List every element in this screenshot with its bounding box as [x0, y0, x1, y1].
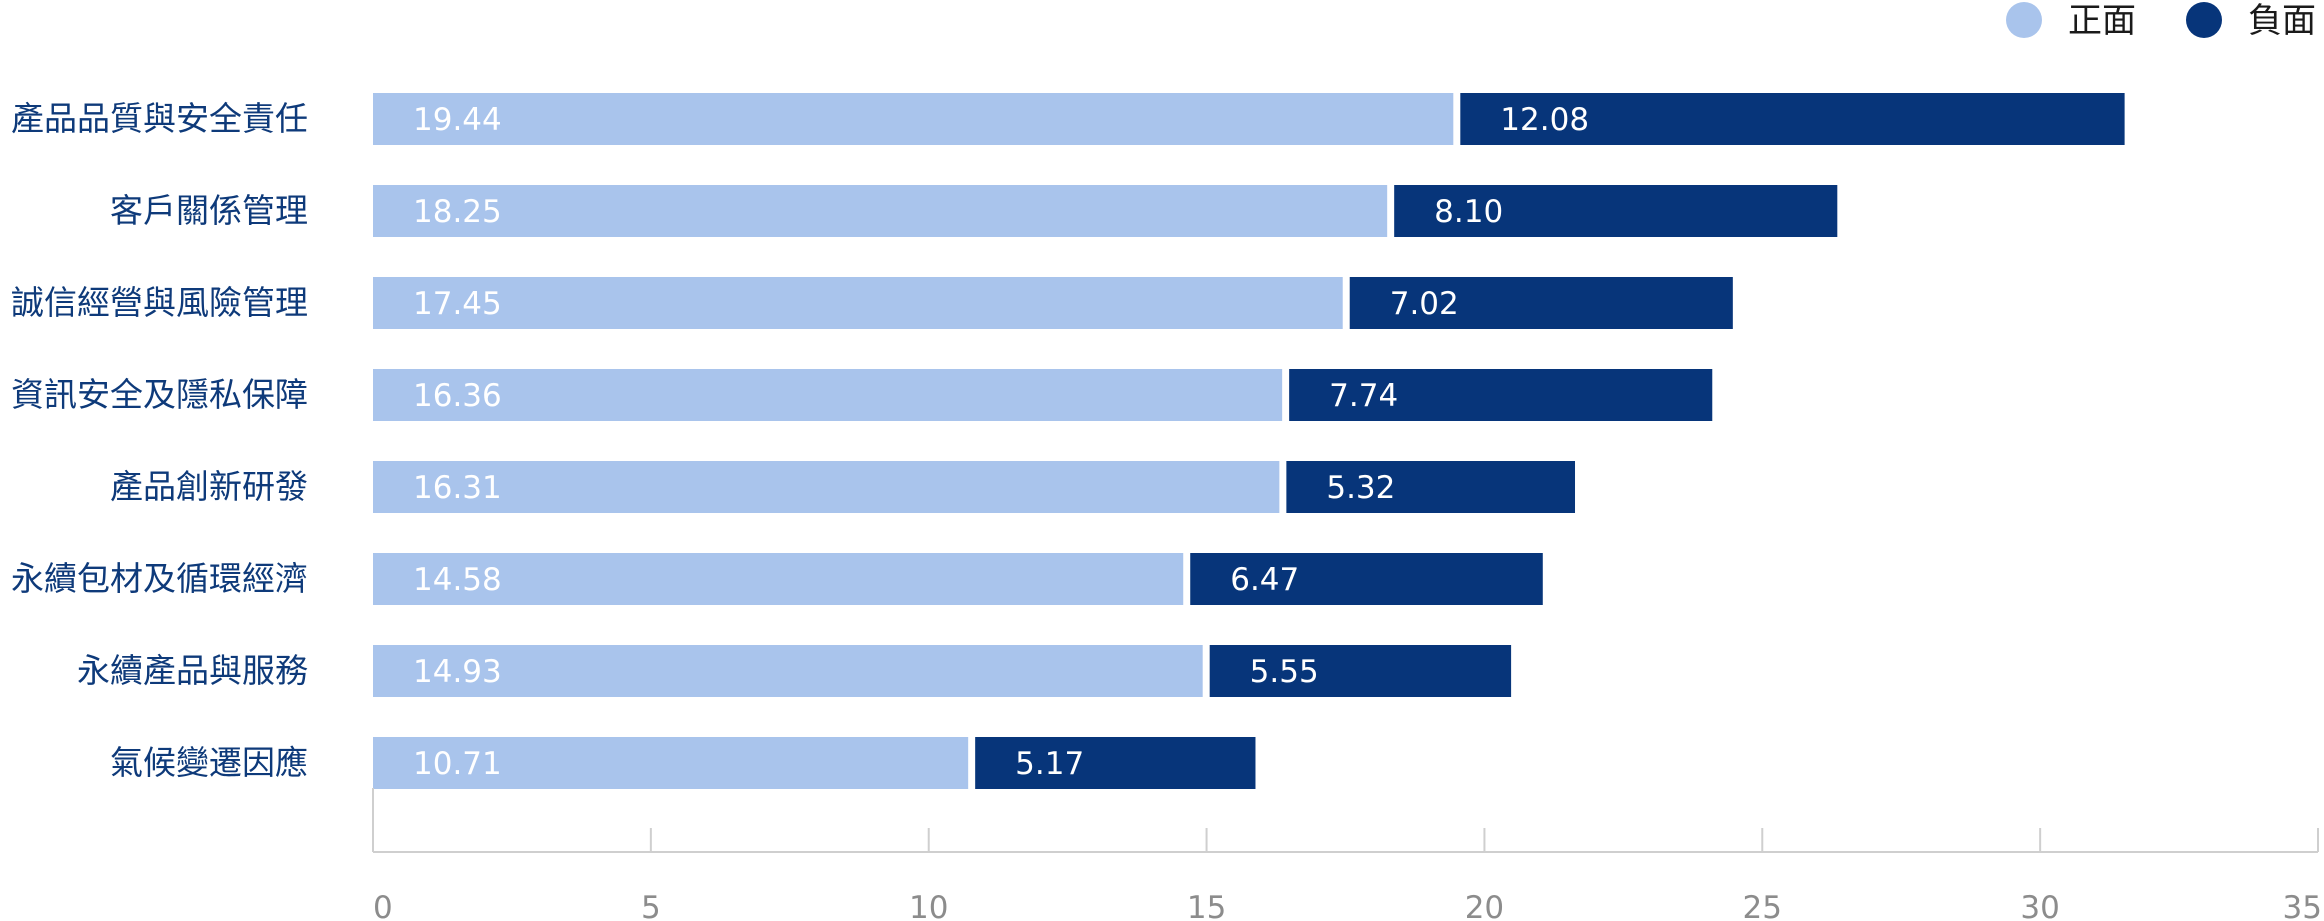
category-label: 永續產品與服務: [77, 651, 308, 690]
bar-positive: [373, 645, 1203, 697]
bar-positive-value-label: 19.44: [413, 102, 502, 138]
bar-negative-value-label: 7.74: [1329, 378, 1398, 414]
bar-positive-value-label: 17.45: [413, 286, 502, 322]
bar-negative: [1209, 645, 1512, 697]
category-label: 氣候變遷因應: [110, 743, 308, 782]
x-tick-label: 10: [909, 890, 948, 921]
legend-label: 負面: [2248, 1, 2316, 41]
category-label: 客戶關係管理: [110, 191, 308, 230]
bar-negative-value-label: 6.47: [1230, 562, 1299, 598]
bar-negative: [1460, 93, 2125, 145]
category-label: 誠信經營與風險管理: [11, 283, 308, 322]
bar-negative: [1190, 553, 1543, 605]
legend-swatch: [2006, 2, 2042, 38]
bar-negative-value-label: 5.32: [1326, 470, 1395, 506]
bar-positive-value-label: 10.71: [413, 746, 502, 782]
bar-positive-value-label: 16.31: [413, 470, 502, 506]
bar-positive: [373, 461, 1280, 513]
x-tick-label: 5: [641, 890, 661, 921]
bar-positive-value-label: 14.58: [413, 562, 502, 598]
bar-negative: [975, 737, 1256, 789]
category-label: 資訊安全及隱私保障: [11, 375, 308, 414]
bar-negative: [1349, 277, 1733, 329]
legend-label: 正面: [2068, 1, 2136, 41]
bar-negative-value-label: 5.17: [1015, 746, 1084, 782]
bar-positive-value-label: 16.36: [413, 378, 502, 414]
bar-positive-value-label: 14.93: [413, 654, 502, 690]
x-tick-label: 0: [373, 890, 393, 921]
bar-positive-value-label: 18.25: [413, 194, 502, 230]
bar-negative-value-label: 8.10: [1434, 194, 1503, 230]
bars-group: 19.44 12.08 18.25 8.10 17.45 7.02 16.36 7.74 16.…: [373, 93, 2125, 789]
category-labels: 產品品質與安全責任客戶關係管理誠信經營與風險管理資訊安全及隱私保障產品創新研發永…: [11, 99, 308, 782]
bar-positive: [373, 369, 1283, 421]
x-tick-label: 35: [2283, 890, 2322, 921]
bar-positive: [373, 277, 1343, 329]
bar-negative: [1289, 369, 1713, 421]
bar-positive: [373, 185, 1388, 237]
x-tick-label: 20: [1465, 890, 1504, 921]
x-tick-label: 15: [1187, 890, 1226, 921]
legend-swatch: [2186, 2, 2222, 38]
chart-legend: 正面 負面: [2006, 1, 2316, 41]
category-label: 永續包材及循環經濟: [11, 559, 308, 598]
category-label: 產品品質與安全責任: [11, 99, 308, 138]
x-tick-label: 25: [1743, 890, 1782, 921]
bar-negative-value-label: 5.55: [1250, 654, 1319, 690]
category-label: 產品創新研發: [110, 467, 308, 506]
bar-positive: [373, 553, 1184, 605]
x-axis: 0 5 10 15 20 25 30 35: [372, 788, 2322, 921]
bar-negative-value-label: 7.02: [1390, 286, 1459, 322]
bar-negative: [1394, 185, 1838, 237]
bar-negative: [1286, 461, 1576, 513]
bar-positive: [373, 93, 1454, 145]
bar-positive: [373, 737, 969, 789]
x-tick-label: 30: [2020, 890, 2059, 921]
bar-negative-value-label: 12.08: [1500, 102, 1589, 138]
